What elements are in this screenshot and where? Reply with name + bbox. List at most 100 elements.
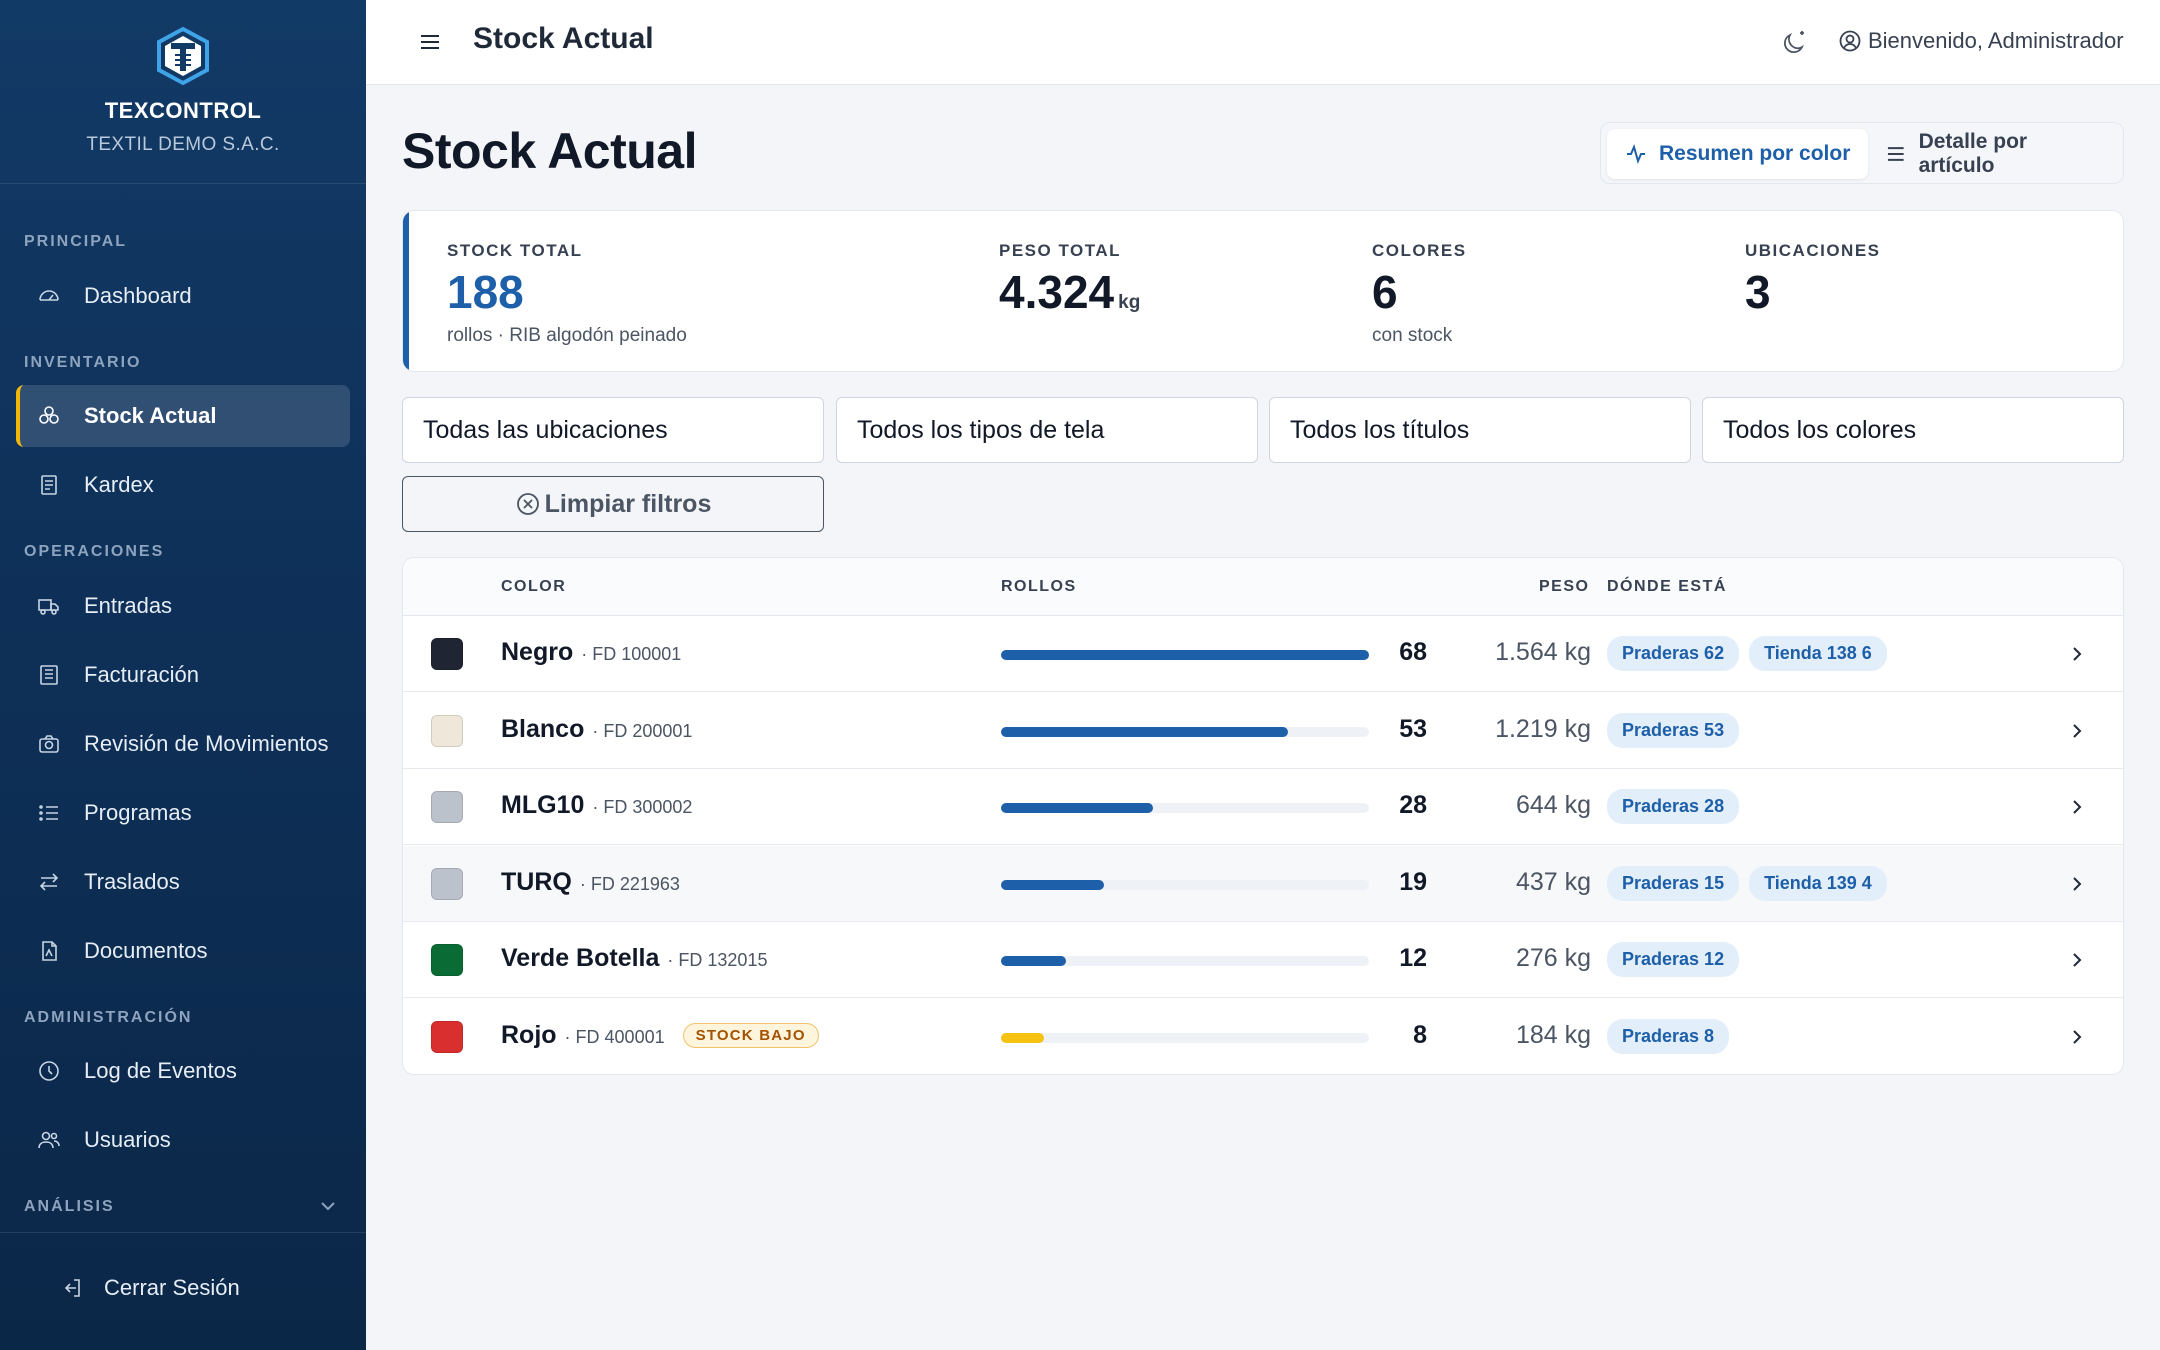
logout-label: Cerrar Sesión [104, 1275, 240, 1300]
document-icon [36, 938, 62, 964]
chevron-right-icon[interactable] [2065, 948, 2089, 972]
moon-icon[interactable] [1780, 27, 1810, 57]
color-name-cell: Negro · FD 100001 [501, 638, 681, 667]
location-tag: Praderas 8 [1607, 1018, 1730, 1054]
th-donde: DÓNDE ESTÁ [1607, 578, 1727, 595]
sidebar-item-label: Facturación [84, 662, 199, 687]
sidebar-item-label: Usuarios [84, 1127, 171, 1152]
logout-icon [64, 1279, 80, 1297]
rollos-count: 68 [1399, 638, 1427, 666]
sidebar-item-label: Documentos [84, 938, 208, 963]
filter-titulos-select[interactable]: Todos los títulos [1269, 397, 1691, 463]
stat-value: 188 [447, 266, 524, 318]
list-icon [1887, 147, 1904, 161]
section-principal: PRINCIPAL [24, 233, 128, 250]
stat-value: 6 [1372, 266, 1398, 318]
sidebar-item-entradas[interactable]: Entradas [16, 575, 350, 637]
sidebar-item-label: Entradas [84, 593, 173, 618]
gauge-icon [36, 283, 62, 309]
section-analisis[interactable]: ANÁLISIS [24, 1198, 115, 1215]
rollos-bar [1001, 726, 1369, 737]
color-swatch [431, 791, 463, 823]
stat-value: 4.324 [999, 266, 1115, 318]
sidebar-item-traslados[interactable]: Traslados [16, 851, 350, 913]
color-name: Blanco [501, 714, 585, 743]
sidebar-item-revision[interactable]: Revisión de Movimientos [16, 713, 350, 775]
color-swatch [431, 1020, 463, 1053]
location-tag: Tienda 138 6 [1749, 636, 1887, 671]
texcontrol-logo-icon [157, 26, 209, 86]
section-administracion: ADMINISTRACIÓN [24, 1009, 193, 1026]
peso-value: 1.564 kg [1495, 638, 1591, 666]
location-tag: Praderas 62 [1607, 636, 1740, 671]
sidebar-item-dashboard[interactable]: Dashboard [16, 265, 350, 327]
rollos-count: 12 [1399, 944, 1427, 972]
rollos-bar [1001, 650, 1369, 660]
sidebar-item-programas[interactable]: Programas [16, 782, 350, 844]
sidebar-item-usuarios[interactable]: Usuarios [16, 1109, 350, 1171]
chevron-right-icon[interactable] [2065, 642, 2089, 666]
sidebar-item-label: Traslados [84, 869, 180, 894]
detail-by-article-button[interactable]: Detalle por artículo [1867, 129, 2123, 179]
rollos-count: 8 [1413, 1020, 1427, 1049]
rollos-count: 53 [1399, 714, 1427, 743]
chevron-right-icon[interactable] [2065, 872, 2089, 896]
sidebar-item-label: Stock Actual [84, 403, 217, 428]
brand-name: TEXCONTROL [104, 98, 262, 123]
transfer-arrows-icon [36, 869, 62, 895]
table-row[interactable]: Blanco · FD 200001 53 1.219 kg Praderas 53 [403, 693, 2123, 769]
rollos-bar [1001, 1032, 1369, 1043]
locations-cell: Praderas 12 [1607, 942, 1740, 977]
peso-value: 184 kg [1515, 1020, 1591, 1049]
peso-value: 437 kg [1515, 867, 1591, 896]
table-row[interactable]: Verde Botella · FD 132015 12 276 kg Praderas… [403, 922, 2123, 998]
rollos-count: 28 [1399, 791, 1427, 819]
location-tag: Praderas 12 [1607, 942, 1740, 977]
th-peso: PESO [1539, 578, 1590, 595]
table-row[interactable]: Rojo · FD 400001 STOCK BAJO 8 184 kg Praderas… [403, 999, 2123, 1075]
clear-filters-button[interactable]: Limpiar filtros [402, 476, 824, 532]
peso-value: 276 kg [1515, 944, 1591, 972]
table-header: COLOR ROLLOS PESO DÓNDE ESTÁ [403, 558, 2123, 616]
stat-label: STOCK TOTAL [447, 241, 583, 260]
color-code: · FD 221963 [579, 873, 680, 894]
view-toggle: Resumen por color Detalle por artículo [1600, 122, 2124, 184]
location-tag: Praderas 15 [1607, 865, 1740, 901]
table-row[interactable]: MLG10 · FD 300002 28 644 kg Praderas 28 [403, 769, 2123, 845]
color-swatch [431, 944, 463, 976]
stat-label: UBICACIONES [1745, 241, 1881, 260]
sidebar-footer: Cerrar Sesión [0, 1232, 366, 1350]
sidebar: TEXCONTROL TEXTIL DEMO S.A.C. PRINCIPAL … [0, 0, 366, 1350]
rollos-bar [1001, 956, 1369, 966]
logout-button[interactable]: Cerrar Sesión [60, 1275, 240, 1301]
th-rollos: ROLLOS [1001, 578, 1077, 595]
filter-tipos-select[interactable]: Todos los tipos de tela [836, 397, 1258, 463]
color-name-cell: MLG10 · FD 300002 [501, 791, 692, 820]
sidebar-item-log[interactable]: Log de Eventos [16, 1040, 350, 1102]
stat-label: COLORES [1372, 241, 1467, 260]
table-row[interactable]: TURQ · FD 221963 19 437 kg Praderas 15 Tienda… [403, 845, 2123, 922]
rollos-bar [1001, 879, 1369, 890]
table-row[interactable]: Negro · FD 100001 68 1.564 kg Praderas 62 Tie… [403, 616, 2123, 692]
summary-label: Resumen por color [1659, 142, 1851, 165]
sidebar-item-documentos[interactable]: Documentos [16, 920, 350, 982]
chevron-right-icon[interactable] [2065, 719, 2089, 743]
filter-ubicaciones-select[interactable]: Todas las ubicaciones [402, 397, 824, 463]
user-menu[interactable]: Bienvenido, Administrador [1838, 28, 2124, 54]
th-color: COLOR [501, 578, 567, 595]
hamburger-icon[interactable] [416, 28, 444, 56]
sidebar-item-facturacion[interactable]: Facturación [16, 644, 350, 706]
chevron-right-icon[interactable] [2065, 795, 2089, 819]
truck-icon [36, 593, 62, 619]
sidebar-item-label: Revisión de Movimientos [84, 731, 329, 756]
color-name-cell: Verde Botella · FD 132015 [501, 944, 767, 973]
summary-by-color-button[interactable]: Resumen por color [1607, 129, 1869, 179]
sidebar-item-kardex[interactable]: Kardex [16, 454, 350, 516]
filter-colores-select[interactable]: Todos los colores [1702, 397, 2124, 463]
chevron-right-icon[interactable] [2065, 1025, 2089, 1049]
color-name-cell: TURQ · FD 221963 [501, 868, 680, 897]
ledger-icon [36, 472, 62, 498]
invoice-icon [36, 662, 62, 688]
chevron-down-icon[interactable] [318, 1198, 338, 1214]
sidebar-item-stock-actual[interactable]: Stock Actual [16, 385, 350, 447]
